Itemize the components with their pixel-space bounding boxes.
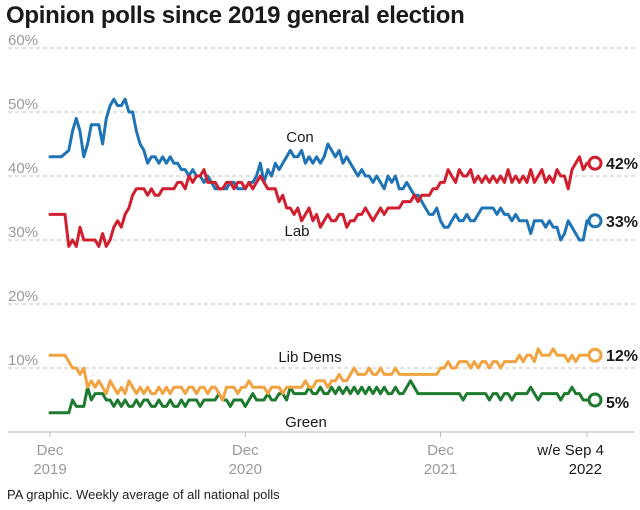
series-line-lab: [48, 155, 589, 248]
source-note: PA graphic. Weekly average of all nation…: [7, 487, 280, 502]
series-labels: Con Lab Lib Dems Green: [278, 129, 341, 431]
x-tick-label: Dec: [232, 442, 259, 459]
series-line-con: [48, 97, 589, 242]
series-label-con: Con: [286, 129, 314, 146]
series-line-green: [48, 379, 589, 415]
end-value-label-lab: 42%: [606, 156, 638, 173]
y-axis-ticks: 10% 20% 30% 40% 50% 60%: [8, 32, 38, 369]
x-tick-label: 2019: [33, 461, 66, 478]
end-value-label-green: 5%: [606, 395, 629, 412]
gridlines: [8, 47, 635, 433]
y-tick-label: 20%: [8, 288, 38, 305]
series-lines: [48, 97, 589, 415]
end-value-label-lib-dems: 12%: [606, 348, 638, 365]
series-label-lib-dems: Lib Dems: [278, 349, 341, 366]
x-tick-label: 2022: [569, 461, 602, 478]
end-marker-green: [587, 392, 603, 408]
end-marker-lab: [587, 155, 603, 171]
end-marker-con: [587, 213, 603, 229]
y-tick-label: 50%: [8, 96, 38, 113]
x-tick-label: Dec: [37, 442, 64, 459]
y-tick-label: 10%: [8, 352, 38, 369]
y-tick-label: 60%: [8, 32, 38, 49]
series-line-lib-dems: [48, 347, 589, 402]
x-tick-label: Dec: [427, 442, 454, 459]
x-tick-label: 2020: [229, 461, 262, 478]
chart-title: Opinion polls since 2019 general electio…: [6, 2, 465, 29]
y-tick-label: 40%: [8, 160, 38, 177]
series-label-green: Green: [285, 414, 327, 431]
end-marker-lib-dems: [587, 347, 603, 363]
series-end-markers: 42% 33% 12% 5%: [587, 155, 638, 412]
y-tick-label: 30%: [8, 224, 38, 241]
series-label-lab: Lab: [284, 223, 309, 240]
x-axis-ticks: Dec 2019 Dec 2020 Dec 2021 w/e Sep 4 2022: [33, 432, 604, 478]
x-tick-label: w/e Sep 4: [536, 442, 604, 459]
x-tick-label: 2021: [424, 461, 457, 478]
end-value-label-con: 33%: [606, 214, 638, 231]
